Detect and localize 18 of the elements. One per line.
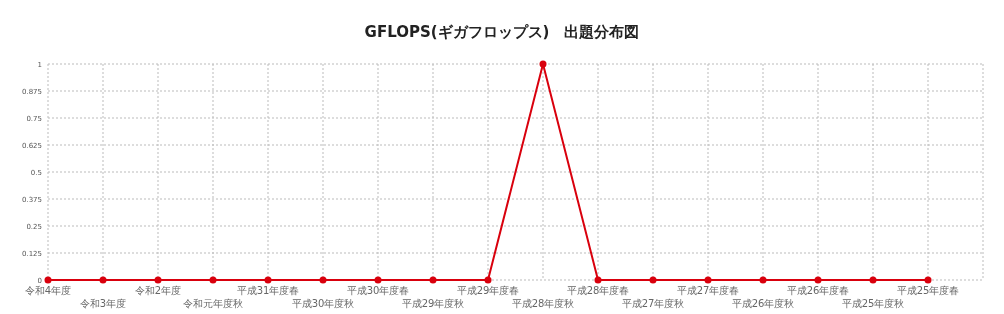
xtick: 令和4年度 (24, 285, 72, 296)
xtick: 令和2年度 (134, 285, 182, 296)
xtick: 平成30年度春 (346, 285, 410, 296)
xtick: 平成26年度秋 (731, 298, 795, 309)
xtick: 平成25年度秋 (841, 298, 905, 309)
xtick: 平成27年度春 (676, 285, 740, 296)
xtick: 平成29年度秋 (401, 298, 465, 309)
xtick: 令和3年度 (79, 298, 127, 309)
xtick: 平成25年度春 (896, 285, 960, 296)
xtick: 平成30年度秋 (291, 298, 355, 309)
xtick: 平成28年度春 (566, 285, 630, 296)
xtick: 平成28年度秋 (511, 298, 575, 309)
xtick: 平成29年度春 (456, 285, 520, 296)
xtick: 平成31年度春 (236, 285, 300, 296)
xtick: 平成26年度春 (786, 285, 850, 296)
title: GFLOPS(ギガフロップス) 出題分布図 (364, 23, 640, 41)
xtick: 平成27年度秋 (621, 298, 685, 309)
xtick: 令和元年度秋 (183, 298, 243, 309)
